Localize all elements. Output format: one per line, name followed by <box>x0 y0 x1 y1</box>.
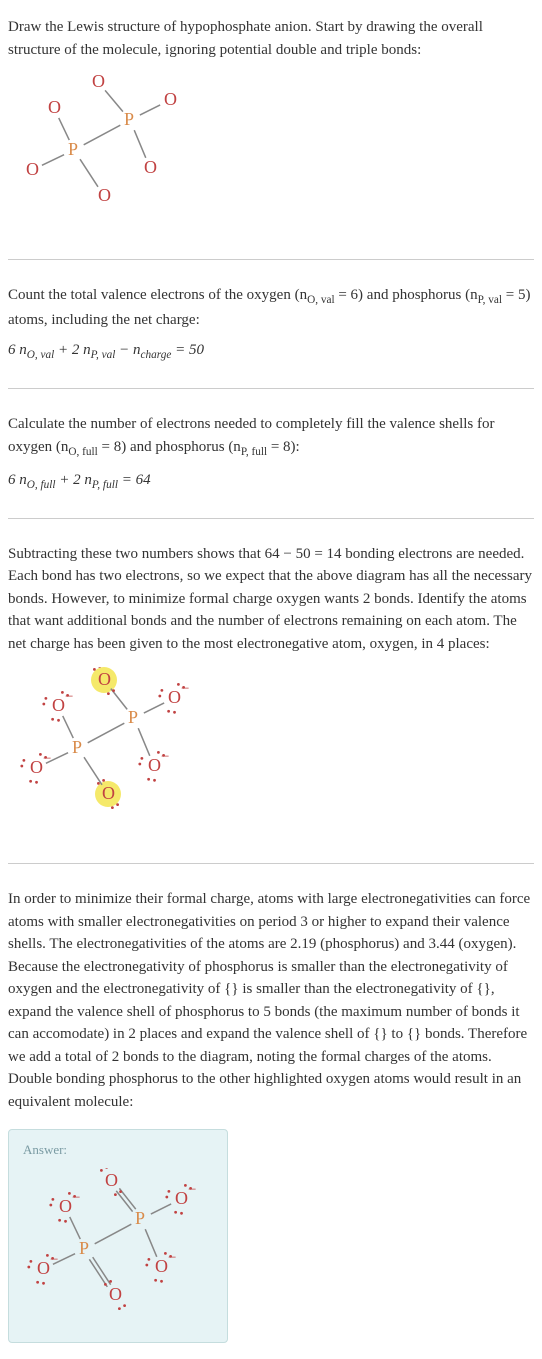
divider-2 <box>8 388 534 389</box>
svg-text:P: P <box>72 737 82 757</box>
svg-text:O: O <box>92 73 105 91</box>
svg-text:−: − <box>168 1250 176 1266</box>
divider-3 <box>8 518 534 519</box>
svg-text:O: O <box>148 755 161 775</box>
svg-text:O: O <box>37 1258 50 1278</box>
svg-text:O: O <box>168 687 181 707</box>
svg-text:O: O <box>144 157 157 177</box>
valence-section: Count the total valence electrons of the… <box>8 276 534 372</box>
valence-text: Count the total valence electrons of the… <box>8 284 534 331</box>
valence-formula: 6 nO, val + 2 nP, val − ncharge = 50 <box>8 339 534 364</box>
divider-1 <box>8 259 534 260</box>
diagram-1: P P O O O O O O <box>16 73 534 223</box>
svg-text:−: − <box>72 1190 80 1206</box>
svg-text:O: O <box>98 669 111 689</box>
svg-text:O: O <box>164 89 177 109</box>
svg-text:−: − <box>181 681 189 697</box>
svg-text:P: P <box>135 1208 145 1228</box>
svg-text:O: O <box>30 757 43 777</box>
svg-text:O: O <box>109 1284 122 1304</box>
electronegativity-text: In order to minimize their formal charge… <box>8 888 534 1113</box>
svg-text:−: − <box>65 689 73 705</box>
divider-4 <box>8 863 534 864</box>
svg-text:P: P <box>79 1238 89 1258</box>
svg-text:O: O <box>26 159 39 179</box>
svg-text:−: − <box>50 1252 58 1268</box>
diagram-answer: PPO−O−OO−O−O <box>23 1168 213 1328</box>
intro-section: Draw the Lewis structure of hypophosphat… <box>8 8 534 243</box>
electronegativity-section: In order to minimize their formal charge… <box>8 880 534 1351</box>
svg-text:−: − <box>188 1182 196 1198</box>
svg-text:O: O <box>98 185 111 205</box>
answer-box: Answer: PPO−O−OO−O−O <box>8 1129 228 1343</box>
full-formula: 6 nO, full + 2 nP, full = 64 <box>8 469 534 494</box>
full-text: Calculate the number of electrons needed… <box>8 413 534 460</box>
svg-text:−: − <box>43 751 51 767</box>
svg-text:O: O <box>48 97 61 117</box>
svg-text:P: P <box>68 139 78 159</box>
svg-text:O: O <box>105 1170 118 1190</box>
bonding-section: Subtracting these two numbers shows that… <box>8 535 534 848</box>
svg-text:O: O <box>52 695 65 715</box>
intro-text: Draw the Lewis structure of hypophosphat… <box>8 16 534 61</box>
svg-text:P: P <box>128 707 138 727</box>
bonding-text: Subtracting these two numbers shows that… <box>8 543 534 656</box>
svg-text:O: O <box>175 1188 188 1208</box>
svg-text:O: O <box>155 1256 168 1276</box>
svg-text:O: O <box>102 783 115 803</box>
svg-text:−: − <box>161 749 169 765</box>
svg-text:O: O <box>59 1196 72 1216</box>
full-section: Calculate the number of electrons needed… <box>8 405 534 501</box>
answer-label: Answer: <box>23 1140 213 1160</box>
svg-text:P: P <box>124 109 134 129</box>
diagram-2: PPO−O−OO−O−O <box>16 667 534 827</box>
